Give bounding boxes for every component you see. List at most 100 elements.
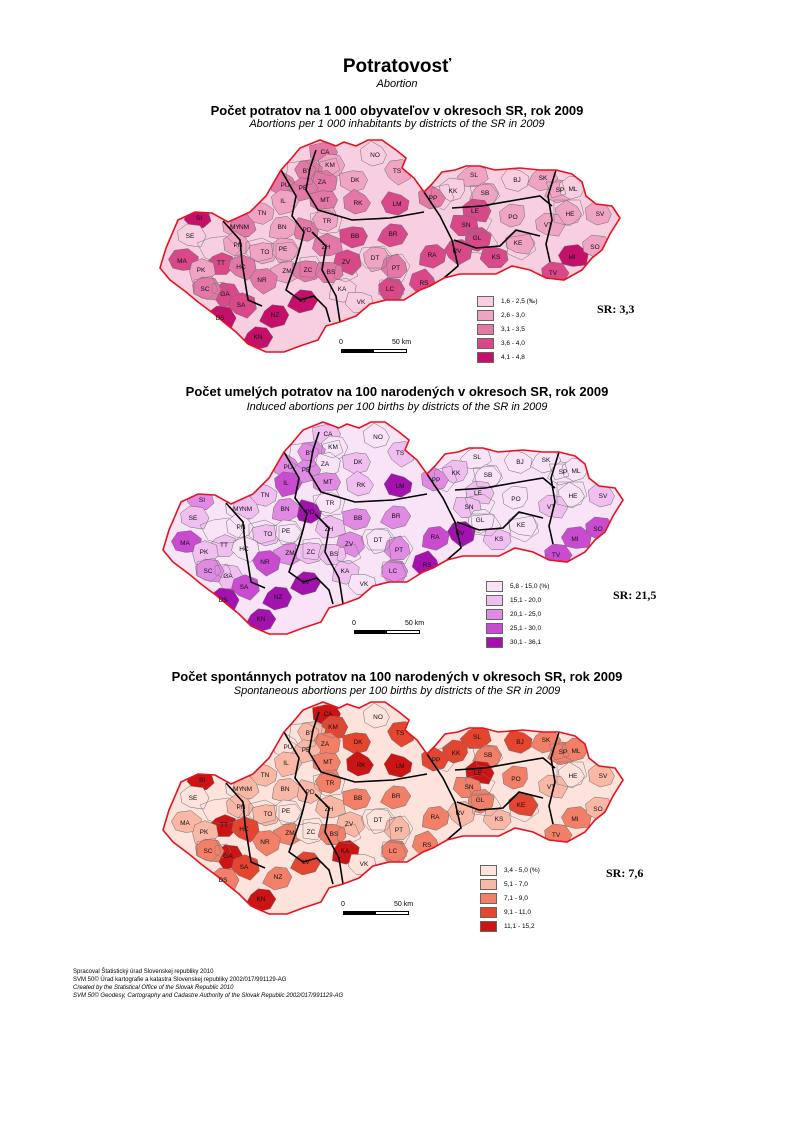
district-area-nr [249, 268, 278, 295]
district-label-ma: MA [180, 820, 190, 827]
district-label-km: KM [328, 724, 338, 731]
district-label-hc: HC [236, 264, 246, 271]
district-label-tv: TV [552, 832, 561, 839]
district-label-sb: SB [484, 752, 493, 759]
district-area-kk [442, 739, 468, 764]
district-area-bb [342, 788, 371, 811]
region-border [225, 502, 266, 589]
district-area-lm [383, 473, 413, 498]
district-label-pd: PD [302, 227, 311, 234]
district-area-il [274, 471, 303, 498]
district-area-sa [228, 292, 257, 319]
district-area-nr [252, 830, 281, 857]
district-area-dk [342, 452, 371, 475]
district-label-sv: SV [599, 493, 608, 500]
district-label-zm: ZM [285, 550, 294, 557]
district-label-pe: PE [279, 246, 288, 253]
district-label-gl: GL [476, 517, 485, 524]
legend-swatch [486, 636, 503, 648]
map3-title: Počet spontánnych potratov na 100 narode… [171, 669, 623, 684]
country-border [162, 421, 624, 635]
district-label-no: NO [373, 714, 383, 721]
legend-swatch [480, 892, 497, 904]
district-label-vk: VK [360, 581, 369, 588]
district-label-lc: LC [389, 848, 398, 855]
district-label-le: LE [474, 490, 483, 497]
district-label-sk: SK [542, 457, 551, 464]
district-label-po: PO [511, 496, 520, 503]
district-label-tn: TN [258, 210, 267, 217]
district-label-vt: VT [544, 222, 552, 229]
district-label-tr: TR [326, 780, 335, 787]
district-area-nr [252, 550, 281, 577]
district-area-lm [383, 753, 413, 778]
district-area-il [271, 189, 300, 216]
district-border [302, 817, 326, 841]
district-label-ds: DS [218, 597, 228, 604]
district-label-pk: PK [200, 829, 209, 836]
district-label-ga: GA [223, 853, 233, 860]
region-border [548, 451, 560, 545]
district-label-vk: VK [357, 299, 366, 306]
district-label-gl: GL [473, 235, 482, 242]
district-border [336, 543, 362, 565]
legend-item: 25,1 - 30,0 [486, 622, 541, 634]
legend-item: 4,1 - 4,8 [477, 351, 525, 363]
district-area-dk [342, 732, 371, 755]
region-border [453, 229, 541, 249]
district-label-pe: PE [282, 808, 291, 815]
legend-item: 30,1 - 36,1 [486, 636, 541, 648]
district-label-lv: LV [302, 579, 310, 586]
district-label-ra: RA [430, 534, 440, 541]
district-label-sc: SC [203, 848, 212, 855]
district-label-lv: LV [302, 859, 310, 866]
district-label-pd: PD [305, 789, 314, 796]
district-area-br [380, 785, 412, 810]
district-label-lm: LM [395, 763, 404, 770]
district-label-se: SE [186, 233, 195, 240]
district-label-si: SI [196, 215, 202, 222]
legend-item: 1,6 - 2,5 (‰) [477, 295, 537, 307]
district-area-he [558, 761, 585, 788]
district-area-nz [259, 304, 290, 329]
district-label-mt: MT [320, 197, 329, 204]
region-border [283, 451, 334, 605]
district-label-my: MY [233, 506, 243, 513]
legend-label: 11,1 - 15,2 [504, 922, 535, 930]
region-border [308, 711, 428, 783]
district-label-nr: NR [260, 839, 270, 846]
region-border [426, 473, 462, 561]
district-label-zh: ZH [322, 244, 331, 251]
district-border [360, 527, 396, 551]
map1-subtitle: Abortions per 1 000 inhabitants by distr… [249, 118, 545, 130]
district-label-bb: BB [354, 515, 363, 522]
district-label-sl: SL [473, 734, 481, 741]
region-border [283, 731, 334, 885]
legend-swatch [477, 323, 494, 335]
district-label-nz: NZ [271, 312, 280, 319]
district-label-tt: TT [220, 822, 228, 829]
district-label-ks: KS [495, 536, 504, 543]
legend-swatch [477, 309, 494, 321]
district-border [545, 181, 567, 199]
district-label-sp: SP [559, 469, 568, 476]
district-label-ds: DS [218, 877, 228, 884]
region-border [225, 782, 266, 869]
district-border [302, 537, 326, 561]
region-border [454, 477, 556, 491]
district-label-po: PO [508, 214, 517, 221]
district-label-bn: BN [280, 506, 289, 513]
legend-swatch [477, 337, 494, 349]
district-border [199, 517, 244, 545]
district-label-tr: TR [323, 218, 332, 225]
district-label-sn: SN [464, 504, 473, 511]
district-label-sa: SA [240, 584, 249, 591]
district-label-ml: ML [571, 748, 580, 755]
district-border [193, 275, 219, 301]
district-label-zv: ZV [345, 541, 354, 548]
district-area-po [499, 203, 525, 228]
district-border [388, 535, 414, 565]
district-label-bn: BN [280, 786, 289, 793]
district-label-dt: DT [374, 817, 383, 824]
district-area-gl [467, 789, 495, 814]
